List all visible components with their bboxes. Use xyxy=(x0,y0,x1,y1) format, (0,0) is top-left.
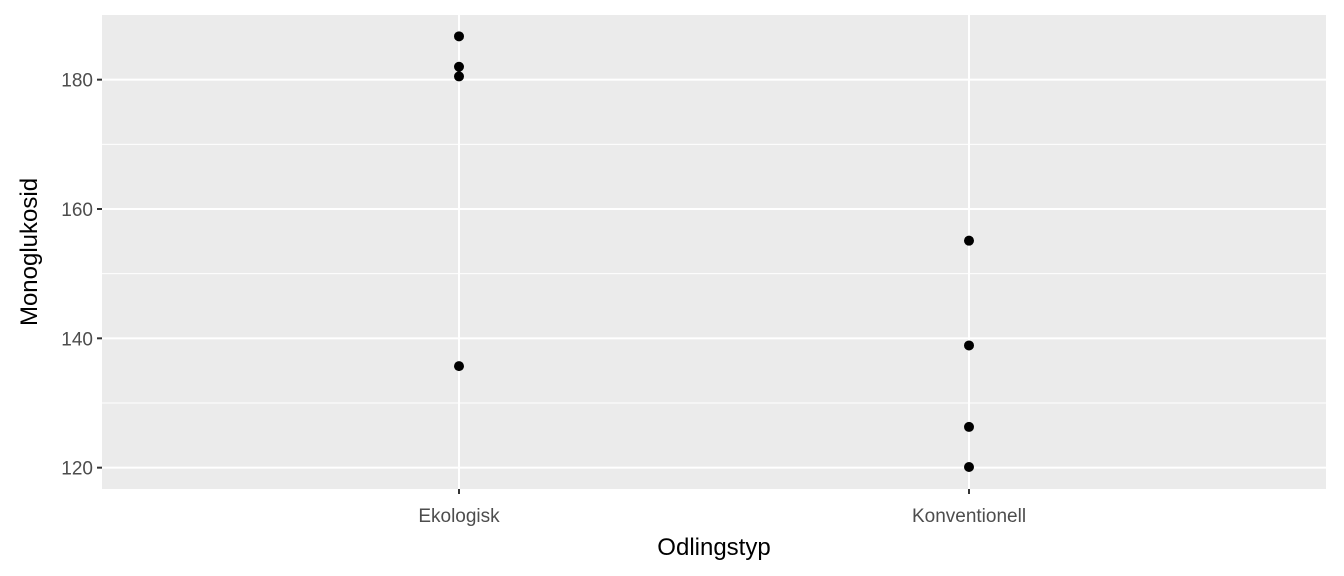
data-point xyxy=(964,340,974,351)
x-axis-ticks: Ekologisk Konventionell xyxy=(418,489,1026,527)
major-gridlines xyxy=(102,15,1326,489)
x-tick-label: Konventionell xyxy=(912,506,1026,527)
y-tick-label: 160 xyxy=(61,200,93,221)
x-tick-label: Ekologisk xyxy=(418,506,500,527)
x-axis-title: Odlingstyp xyxy=(657,534,770,561)
data-point xyxy=(454,61,464,72)
data-point xyxy=(454,361,464,372)
data-point xyxy=(454,31,464,42)
data-point xyxy=(454,71,464,82)
y-axis-title: Monoglukosid xyxy=(16,178,43,326)
plot-panel xyxy=(102,15,1326,489)
data-point xyxy=(964,462,974,473)
y-tick-label: 120 xyxy=(61,459,93,480)
minor-gridlines xyxy=(102,143,1326,404)
y-tick-label: 140 xyxy=(61,329,93,350)
y-axis-ticks: 120 140 160 180 xyxy=(61,71,102,480)
data-point xyxy=(964,235,974,246)
data-point xyxy=(964,421,974,432)
data-points xyxy=(454,31,974,473)
y-tick-label: 180 xyxy=(61,71,93,92)
